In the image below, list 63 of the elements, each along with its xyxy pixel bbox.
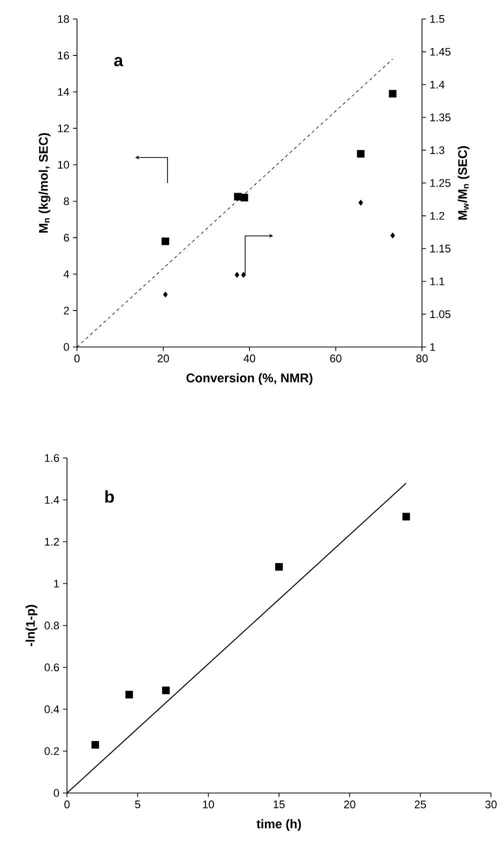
x-tick-label: 15	[273, 800, 284, 808]
y2-tick-label: 1.05	[430, 310, 450, 318]
y-tick-label: 10	[58, 160, 69, 169]
y-tick-label: 1	[54, 580, 59, 588]
y-tick-label: 12	[58, 124, 69, 132]
point	[356, 150, 364, 158]
y2-tick-label: 1.15	[430, 244, 450, 252]
y-tick-label: 1.2	[44, 538, 59, 546]
y2-tick-label: 1.4	[430, 80, 444, 88]
point	[240, 272, 246, 278]
y-tick-label: 6	[64, 234, 69, 242]
y2-tick-label: 1.5	[430, 15, 444, 23]
y-tick-label: 1.4	[44, 496, 59, 504]
y2-tick-label: 1.45	[430, 48, 450, 56]
y-tick-label: 0	[54, 789, 59, 797]
x-tick-label: 0	[74, 354, 80, 362]
y-tick-label: 0	[64, 343, 69, 351]
point	[358, 200, 363, 206]
point	[125, 690, 133, 698]
y-tick-label: 0.4	[44, 705, 59, 714]
annotation: a	[114, 56, 124, 66]
x-axis-title: time (h)	[256, 819, 301, 831]
y2-tick-label: 1.3	[430, 146, 444, 154]
point	[240, 194, 248, 202]
x-axis-title: Conversion (%, NMR)	[186, 373, 312, 385]
y-tick-label: 4	[63, 270, 69, 278]
y-tick-label: 1.6	[44, 454, 59, 462]
y2-tick-label: 1.2	[430, 212, 444, 220]
y-tick-label: 8	[64, 197, 69, 206]
point	[234, 272, 240, 278]
point	[91, 741, 99, 749]
point	[390, 232, 395, 238]
y2-tick-label: 1	[430, 343, 435, 351]
point	[274, 563, 283, 571]
point	[388, 90, 396, 98]
y-axis-title: -ln(1-p)	[25, 604, 38, 646]
y-tick-label: 2	[64, 306, 69, 314]
x-tick-label: 40	[243, 354, 255, 362]
annotation: b	[105, 490, 114, 503]
x-tick-label: 5	[134, 800, 140, 808]
y-tick-label: 0.8	[44, 622, 59, 630]
point	[162, 292, 168, 298]
x-tick-label: 20	[344, 800, 356, 808]
x-tick-label: 30	[485, 800, 496, 808]
y2-tick-label: 1.1	[430, 278, 444, 286]
y2-tick-label: 1.35	[430, 114, 450, 122]
y2-axis-title: M$_{w}$/M$_{n}$ (SEC)	[458, 146, 470, 220]
x-tick-label: 25	[414, 800, 426, 808]
y-axis-title: M$_{n}$ (kg/mol, SEC)	[38, 133, 50, 233]
point	[402, 512, 410, 520]
y-tick-label: 0.2	[44, 747, 59, 756]
point	[234, 192, 242, 200]
x-tick-label: 80	[416, 354, 428, 362]
x-tick-label: 10	[202, 800, 214, 808]
point	[162, 686, 170, 694]
point	[161, 238, 169, 246]
y-tick-label: 0.6	[44, 663, 59, 672]
x-tick-label: 60	[330, 354, 342, 362]
y-tick-label: 14	[58, 88, 69, 96]
y-tick-label: 18	[58, 15, 69, 23]
x-tick-label: 20	[157, 354, 169, 362]
y2-tick-label: 1.25	[430, 179, 450, 187]
y-tick-label: 16	[58, 52, 69, 60]
